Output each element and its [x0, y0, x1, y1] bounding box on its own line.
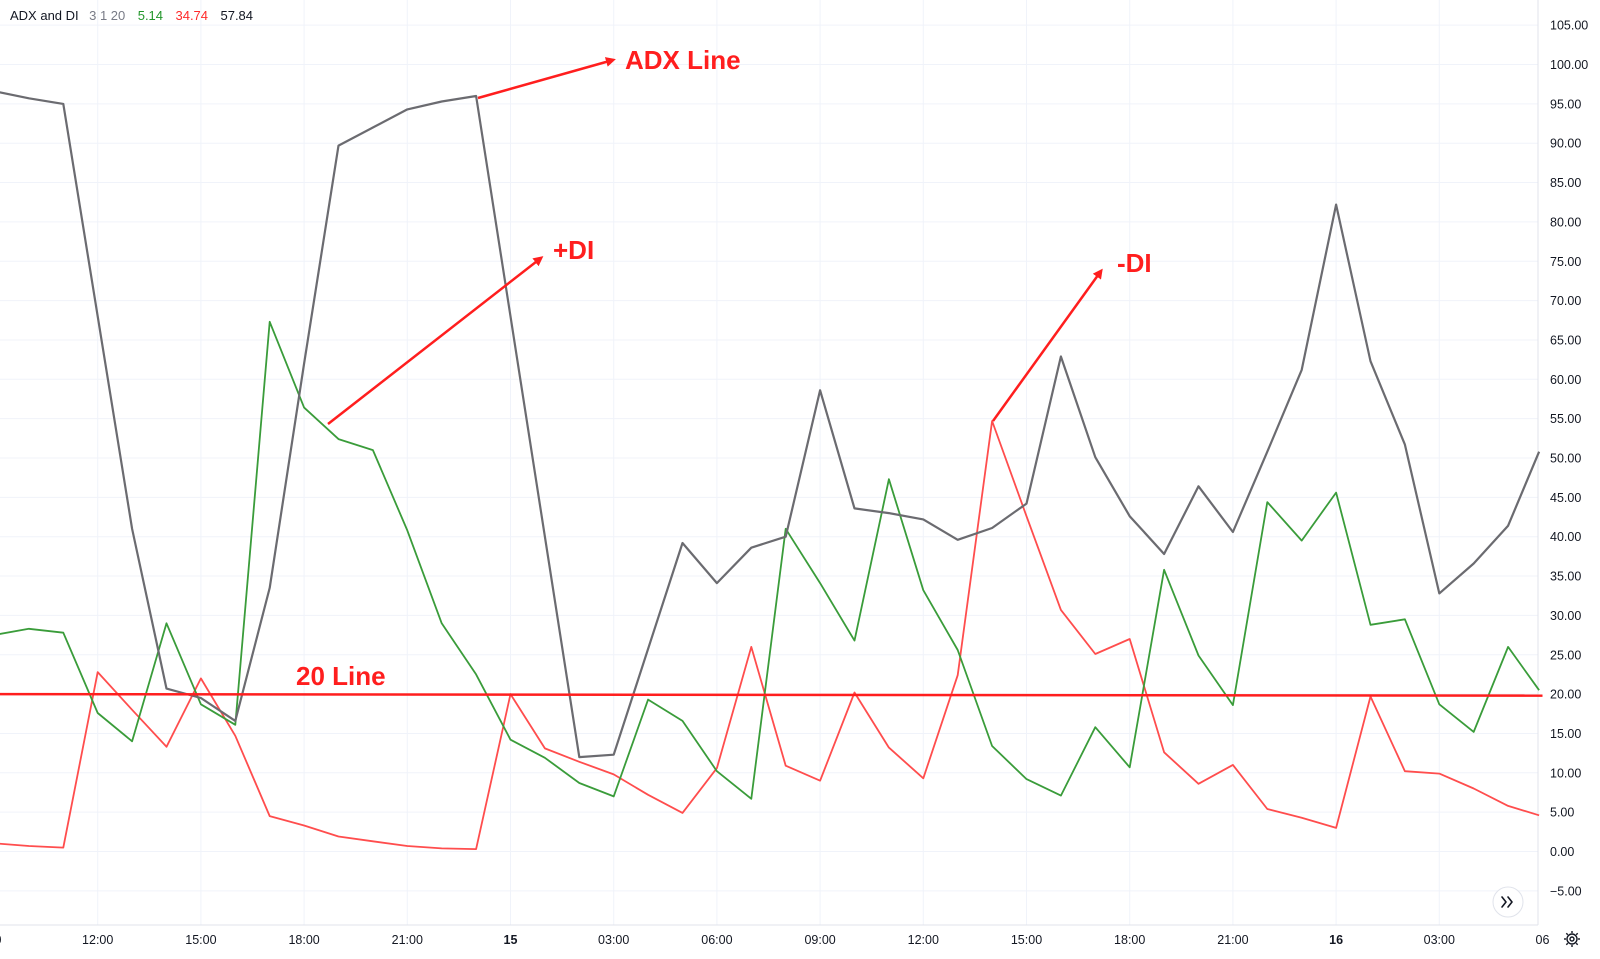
indicator-params: 3 1 20	[89, 8, 125, 23]
x-tick-label: 15	[504, 933, 518, 947]
minus-di-annotation-arrow	[991, 268, 1103, 422]
y-tick-label: 60.00	[1550, 373, 1581, 387]
x-tick-label: 12:00	[908, 933, 939, 947]
price-axis[interactable]: −5.00 0.00 5.00 10.00 15.00 20.00 25.00 30.00 35…	[1550, 19, 1588, 899]
plus-di-series-line	[0, 320, 1540, 800]
x-tick-label: 12:00	[82, 933, 113, 947]
y-tick-label: 30.00	[1550, 609, 1581, 623]
double-chevron-right-icon	[1501, 896, 1513, 908]
minus-di-annotation-label: -DI	[1117, 248, 1152, 278]
y-tick-label: 85.00	[1550, 176, 1581, 190]
y-tick-label: 80.00	[1550, 215, 1581, 229]
chart-settings-button[interactable]	[1555, 925, 1590, 953]
adx-annotation-arrow	[477, 57, 616, 100]
plus-di-annotation-arrow	[327, 256, 544, 425]
adx-series-line	[0, 91, 1541, 759]
y-tick-label: 0.00	[1550, 845, 1574, 859]
x-tick-label: 06	[1536, 933, 1550, 947]
y-tick-label: 100.00	[1550, 58, 1588, 72]
x-tick-label: 15:00	[185, 933, 216, 947]
y-tick-label: 75.00	[1550, 255, 1581, 269]
x-tick-label: 16	[1329, 933, 1343, 947]
indicator-name: ADX and DI	[10, 8, 79, 23]
indicator-legend[interactable]: ADX and DI 3 1 20 5.14 34.74 57.84	[10, 7, 253, 24]
series-layer	[0, 91, 1541, 850]
y-tick-label: 20.00	[1550, 688, 1581, 702]
y-tick-label: 65.00	[1550, 333, 1581, 347]
y-tick-label: 10.00	[1550, 766, 1581, 780]
x-tick-label: 21:00	[1217, 933, 1248, 947]
y-tick-label: 5.00	[1550, 806, 1574, 820]
x-tick-label: 00	[0, 933, 1, 947]
plus-di-annotation-label: +DI	[553, 235, 594, 265]
y-tick-label: −5.00	[1550, 884, 1582, 898]
time-axis[interactable]: 00 12:00 15:00 18:00 21:00 15 03:00 06:00 09:00 1…	[0, 933, 1549, 947]
adx-value: 57.84	[220, 8, 253, 23]
y-tick-label: 95.00	[1550, 97, 1581, 111]
level-20-line	[0, 692, 1543, 697]
y-tick-label: 90.00	[1550, 137, 1581, 151]
scroll-to-realtime-button[interactable]	[1492, 886, 1524, 918]
adx-annotation-label: ADX Line	[625, 45, 741, 75]
y-tick-label: 45.00	[1550, 491, 1581, 505]
svg-text:ADX and DI 3 1 20: ADX and DI 3 1 20 5.14 34.74 57.84	[10, 7, 253, 24]
x-tick-label: 21:00	[392, 933, 423, 947]
minus-di-series-line	[0, 420, 1540, 850]
x-tick-label: 18:00	[1114, 933, 1145, 947]
y-tick-label: 40.00	[1550, 530, 1581, 544]
grid-lines	[0, 0, 1538, 925]
gear-icon	[1564, 931, 1580, 947]
y-tick-label: 105.00	[1550, 19, 1588, 33]
x-tick-label: 06:00	[701, 933, 732, 947]
x-tick-label: 18:00	[288, 933, 319, 947]
minus-di-value: 34.74	[175, 8, 208, 23]
x-tick-label: 09:00	[804, 933, 835, 947]
y-tick-label: 50.00	[1550, 452, 1581, 466]
y-tick-label: 55.00	[1550, 412, 1581, 426]
y-tick-label: 25.00	[1550, 648, 1581, 662]
y-tick-label: 15.00	[1550, 727, 1581, 741]
x-tick-label: 03:00	[598, 933, 629, 947]
y-tick-label: 70.00	[1550, 294, 1581, 308]
x-tick-label: 15:00	[1011, 933, 1042, 947]
plus-di-value: 5.14	[138, 8, 163, 23]
y-tick-label: 35.00	[1550, 570, 1581, 584]
x-tick-label: 03:00	[1424, 933, 1455, 947]
level-annotation-label: 20 Line	[296, 661, 386, 691]
